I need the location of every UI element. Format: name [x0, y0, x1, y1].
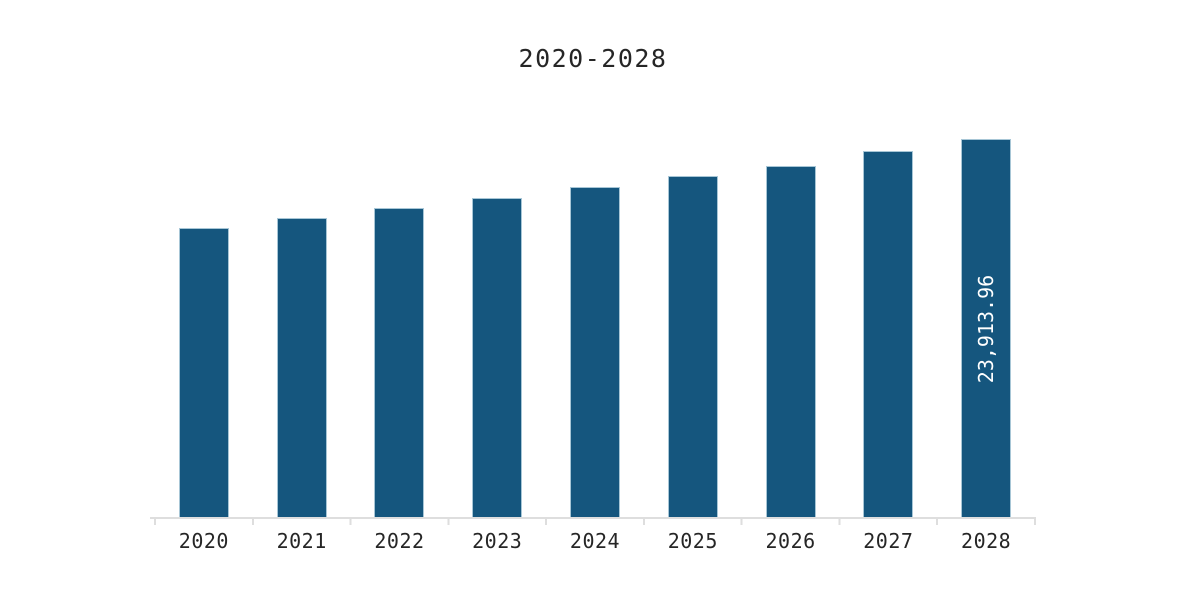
x-axis-label-2025: 2025 [667, 529, 718, 553]
bar-cell [351, 138, 449, 517]
bar-2026 [765, 166, 816, 517]
bar-2022 [374, 208, 425, 517]
bar-cell: 23,913.96 [937, 138, 1035, 517]
bar-cell [742, 138, 840, 517]
x-axis-label-2026: 2026 [765, 529, 816, 553]
bar-value-label: 23,913.96 [974, 274, 999, 383]
bar-2027 [863, 151, 914, 517]
bar-cell [546, 138, 644, 517]
x-axis-label-2024: 2024 [569, 529, 621, 553]
bar-cell [839, 138, 937, 517]
x-axis-ticks [154, 519, 1038, 525]
x-axis-label-2027: 2027 [863, 529, 914, 553]
bar-cell [644, 138, 742, 517]
bar-cell [155, 138, 253, 517]
x-axis-label-2022: 2022 [374, 529, 425, 553]
bar-2025 [667, 176, 718, 517]
x-axis-label-2020: 2020 [178, 529, 229, 553]
bar-cell [448, 138, 546, 517]
bar-2020 [178, 228, 229, 517]
chart-title: 2020-2028 [518, 44, 668, 73]
x-axis-label-2028: 2028 [961, 529, 1012, 553]
bar-2028: 23,913.96 [961, 139, 1012, 517]
x-axis-label-2021: 2021 [276, 529, 327, 553]
x-axis-line [150, 517, 1036, 519]
bar-2021 [276, 218, 327, 517]
x-axis-labels: 2020 2021 2022 2023 2024 2025 2026 2027 2028 [155, 529, 1035, 553]
bar-cell [253, 138, 351, 517]
plot-area: 23,913.96 [155, 138, 1035, 517]
x-axis-label-2023: 2023 [472, 529, 523, 553]
bar-2024 [570, 187, 621, 517]
bar-2023 [472, 198, 523, 517]
